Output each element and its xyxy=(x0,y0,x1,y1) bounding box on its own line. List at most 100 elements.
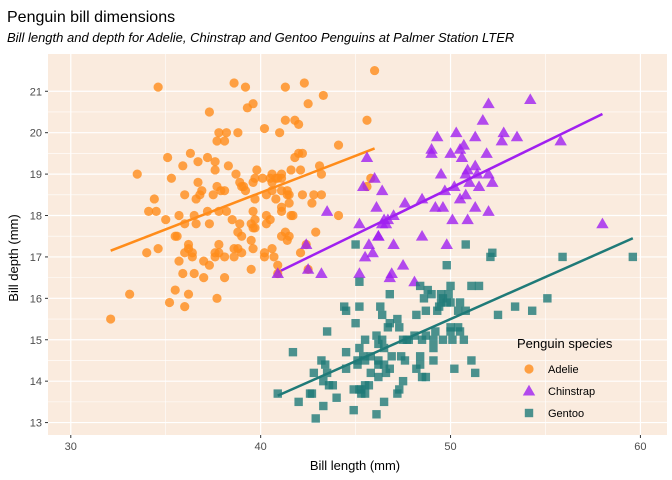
gentoo-point xyxy=(448,335,457,344)
chinstrap-point xyxy=(469,201,482,212)
chinstrap-point xyxy=(425,143,438,154)
adelie-point xyxy=(180,302,190,312)
chinstrap-point xyxy=(497,126,510,138)
adelie-point xyxy=(132,169,142,179)
adelie-point xyxy=(333,210,344,221)
adelie-point xyxy=(212,293,222,303)
gentoo-point xyxy=(322,368,332,378)
gentoo-point xyxy=(332,393,341,402)
chinstrap-point xyxy=(381,213,395,225)
adelie-point xyxy=(221,128,232,138)
chinstrap-point xyxy=(461,213,474,225)
chinstrap-point xyxy=(387,209,400,220)
adelie-point xyxy=(333,140,344,150)
gentoo-point xyxy=(385,318,394,328)
gentoo-point xyxy=(442,261,451,270)
chinstrap-point xyxy=(358,250,372,262)
adelie-point xyxy=(202,152,213,163)
gentoo-point xyxy=(450,364,459,373)
chinstrap-point xyxy=(495,134,509,146)
gentoo-point xyxy=(543,294,552,303)
adelie-point xyxy=(273,260,283,270)
gentoo-point xyxy=(510,302,520,311)
adelie-point xyxy=(267,186,277,196)
adelie-point xyxy=(295,165,306,175)
x-tick-label: 30 xyxy=(65,441,77,453)
gentoo-trend-line xyxy=(277,237,634,397)
adelie-point xyxy=(246,235,256,245)
adelie-point xyxy=(250,173,260,183)
gentoo-point xyxy=(360,335,370,344)
adelie-point xyxy=(252,165,262,175)
legend-key-chinstrap xyxy=(522,384,536,396)
chinstrap-point xyxy=(366,246,379,258)
chinstrap-point xyxy=(375,184,389,196)
gentoo-point xyxy=(527,306,537,315)
y-tick-label: 19 xyxy=(30,169,42,181)
gentoo-point xyxy=(341,306,351,315)
y-tick-label: 15 xyxy=(30,335,42,347)
gentoo-point xyxy=(419,294,429,303)
y-tick-label: 20 xyxy=(30,128,42,140)
chinstrap-point xyxy=(301,263,315,274)
gentoo-point xyxy=(404,335,413,344)
gentoo-point xyxy=(319,401,328,411)
gentoo-point xyxy=(372,410,381,419)
gentoo-point xyxy=(364,381,374,390)
adelie-point xyxy=(265,215,275,225)
x-axis-ticks: 30 40 50 60 xyxy=(65,435,647,453)
gentoo-point xyxy=(431,327,440,336)
adelie-point xyxy=(219,186,230,196)
adelie-point xyxy=(248,206,258,216)
gentoo-point xyxy=(467,356,476,365)
y-tick-label: 16 xyxy=(30,293,42,305)
chinstrap-point xyxy=(372,230,385,241)
adelie-point xyxy=(199,273,209,283)
adelie-point xyxy=(183,239,194,250)
chinstrap-point xyxy=(461,163,474,175)
gentoo-point xyxy=(446,298,455,307)
adelie-point xyxy=(204,260,214,270)
chinstrap-point xyxy=(398,196,412,208)
chinstrap-point xyxy=(455,151,469,162)
gentoo-point xyxy=(366,368,375,378)
gentoo-point xyxy=(393,314,402,324)
y-axis-ticks: 13 14 15 16 17 18 19 20 21 xyxy=(30,86,48,430)
legend-label-adelie: Adelie xyxy=(548,364,579,376)
legend: Penguin species Adelie Chinstrap Gentoo xyxy=(517,336,613,420)
legend-title: Penguin species xyxy=(517,336,613,351)
chinstrap-point xyxy=(457,138,471,150)
adelie-point xyxy=(214,239,224,250)
gentoo-point xyxy=(341,364,351,373)
gentoo-point xyxy=(349,405,358,415)
gentoo-point xyxy=(377,310,387,320)
adelie-point xyxy=(187,248,197,258)
chinstrap-point xyxy=(480,147,493,158)
chinstrap-point xyxy=(271,267,284,278)
gentoo-point xyxy=(628,252,638,262)
gentoo-point xyxy=(311,414,320,423)
adelie-point xyxy=(223,161,233,171)
adelie-point xyxy=(237,248,247,258)
gentoo-point xyxy=(372,331,381,340)
chart-title: Penguin bill dimensions xyxy=(7,9,175,26)
x-tick-label: 40 xyxy=(255,441,267,453)
adelie-point xyxy=(172,231,182,241)
chinstrap-point xyxy=(469,159,482,171)
gentoo-point xyxy=(328,381,338,390)
gentoo-point xyxy=(379,360,389,369)
adelie-point xyxy=(284,231,294,241)
adelie-point xyxy=(174,256,184,266)
gentoo-point xyxy=(488,248,497,257)
adelie-point xyxy=(259,123,270,134)
legend-label-gentoo: Gentoo xyxy=(548,408,584,420)
chinstrap-point xyxy=(524,93,537,105)
adelie-point xyxy=(369,65,380,76)
chinstrap-point xyxy=(396,259,410,270)
chinstrap-point xyxy=(448,180,461,191)
gentoo-point xyxy=(429,356,438,365)
adelie-point xyxy=(214,128,224,138)
adelie-point xyxy=(210,157,220,167)
gentoo-point xyxy=(319,376,328,386)
adelie-point xyxy=(164,297,175,308)
